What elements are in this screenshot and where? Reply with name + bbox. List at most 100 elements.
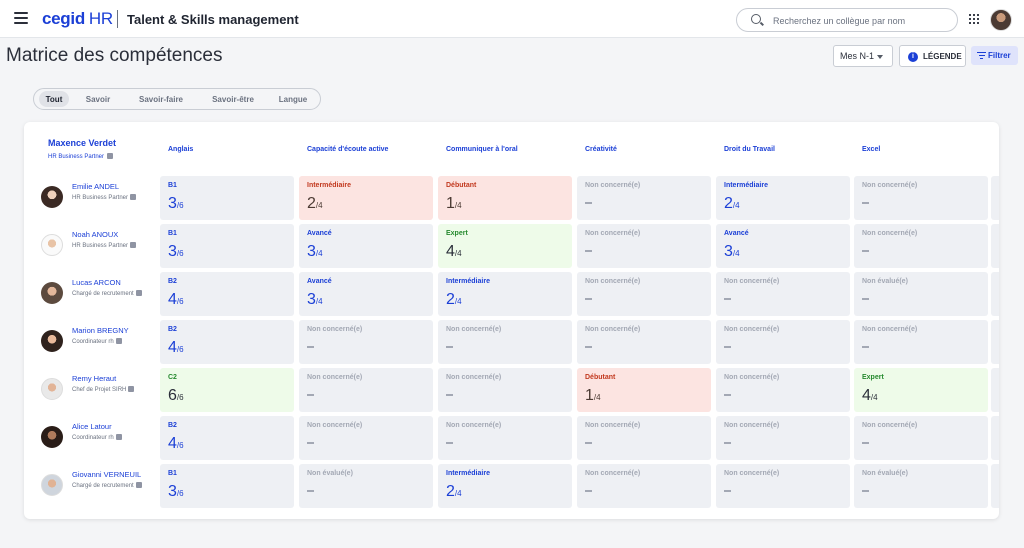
skill-cell-anglais[interactable]: B2 4/6 <box>160 272 294 316</box>
skill-cell-capacite-d-ecoute-active[interactable]: Non concerné(e) <box>299 320 433 364</box>
skill-cell-droit-du-travail[interactable]: Intermédiaire 2/4 <box>716 176 850 220</box>
skill-cell-droit-du-travail[interactable]: Avancé 3/4 <box>716 224 850 268</box>
skill-cell-excel[interactable]: Non concerné(e) <box>854 320 988 364</box>
skill-cell-anglais[interactable]: C2 6/6 <box>160 368 294 412</box>
employee-role: Coordinateur rh <box>72 338 152 347</box>
skill-level-label: Non concerné(e) <box>724 278 780 285</box>
employee-name[interactable]: Remy Heraut <box>72 374 117 383</box>
skill-score: 4/6 <box>168 435 184 452</box>
skill-cell-communiquer-a-l-oral[interactable]: Débutant 1/4 <box>438 176 572 220</box>
skill-level-label: B2 <box>168 278 177 285</box>
skill-cell-droit-du-travail[interactable]: Non concerné(e) <box>716 368 850 412</box>
skill-cell-communiquer-a-l-oral[interactable]: Expert 4/4 <box>438 224 572 268</box>
skill-level-label: Avancé <box>724 230 749 237</box>
skill-level-label: Débutant <box>585 374 616 381</box>
skill-cell-capacite-d-ecoute-active[interactable]: Avancé 3/4 <box>299 224 433 268</box>
empty-score-dash <box>585 298 592 300</box>
skill-cell-communiquer-a-l-oral[interactable]: Non concerné(e) <box>438 368 572 412</box>
employee-avatar[interactable] <box>41 186 63 208</box>
skill-type-tabs: Tout Savoir Savoir-faire Savoir-être Lan… <box>33 88 321 110</box>
skill-level-label: Non concerné(e) <box>585 470 641 477</box>
skill-cell-anglais[interactable]: B2 4/6 <box>160 416 294 460</box>
skill-cell-excel[interactable]: Non concerné(e) <box>854 224 988 268</box>
skill-score: 4/4 <box>446 243 462 260</box>
employee-name[interactable]: Lucas ARCON <box>72 278 121 287</box>
skill-score: 1/4 <box>446 195 462 212</box>
brand-logo[interactable]: cegid HR <box>42 9 113 28</box>
skill-cell-anglais[interactable]: B1 3/6 <box>160 224 294 268</box>
skill-cell-capacite-d-ecoute-active[interactable]: Non concerné(e) <box>299 416 433 460</box>
skill-level-label: Non concerné(e) <box>585 422 641 429</box>
next-column-edge <box>991 176 999 220</box>
skill-cell-capacite-d-ecoute-active[interactable]: Avancé 3/4 <box>299 272 433 316</box>
legend-button[interactable]: i LÉGENDE <box>899 45 966 67</box>
skill-score: 2/4 <box>446 483 462 500</box>
employee-row: Noah ANOUX HR Business Partner B1 3/6 Avancé… <box>24 224 999 268</box>
scope-select[interactable]: Mes N-1 <box>833 45 893 67</box>
skill-level-label: Non concerné(e) <box>585 230 641 237</box>
filter-icon <box>977 52 986 59</box>
skill-level-label: Intermédiaire <box>446 470 490 477</box>
employee-avatar[interactable] <box>41 234 63 256</box>
skill-cell-communiquer-a-l-oral[interactable]: Non concerné(e) <box>438 416 572 460</box>
tab-langue[interactable]: Langue <box>278 95 308 104</box>
skill-cell-excel[interactable]: Expert 4/4 <box>854 368 988 412</box>
empty-score-dash <box>585 202 592 204</box>
skill-cell-excel[interactable]: Non concerné(e) <box>854 176 988 220</box>
skill-cell-creativite[interactable]: Non concerné(e) <box>577 464 711 508</box>
skill-cell-communiquer-a-l-oral[interactable]: Intermédiaire 2/4 <box>438 272 572 316</box>
colleague-search[interactable] <box>736 8 958 32</box>
employee-name[interactable]: Noah ANOUX <box>72 230 119 239</box>
building-icon <box>130 194 137 200</box>
hamburger-menu-icon[interactable] <box>14 12 28 25</box>
skill-cell-droit-du-travail[interactable]: Non concerné(e) <box>716 272 850 316</box>
employee-name[interactable]: Giovanni VERNEUIL <box>72 470 142 479</box>
skill-cell-creativite[interactable]: Non concerné(e) <box>577 272 711 316</box>
user-avatar[interactable] <box>990 9 1012 31</box>
skill-cell-excel[interactable]: Non concerné(e) <box>854 416 988 460</box>
skill-cell-droit-du-travail[interactable]: Non concerné(e) <box>716 416 850 460</box>
employee-role: Chargé de recrutement <box>72 482 152 491</box>
tab-tout[interactable]: Tout <box>39 91 69 107</box>
employee-name[interactable]: Alice Latour <box>72 422 112 431</box>
employee-row: Lucas ARCON Chargé de recrutement B2 4/6 Ava… <box>24 272 999 316</box>
skill-cell-capacite-d-ecoute-active[interactable]: Non concerné(e) <box>299 368 433 412</box>
skill-cell-capacite-d-ecoute-active[interactable]: Intermédiaire 2/4 <box>299 176 433 220</box>
manager-name[interactable]: Maxence Verdet <box>48 138 117 148</box>
employee-avatar[interactable] <box>41 282 63 304</box>
empty-score-dash <box>585 250 592 252</box>
skill-cell-capacite-d-ecoute-active[interactable]: Non évalué(e) <box>299 464 433 508</box>
skill-cell-anglais[interactable]: B2 4/6 <box>160 320 294 364</box>
employee-name[interactable]: Emilie ANDEL <box>72 182 120 191</box>
skill-cell-excel[interactable]: Non évalué(e) <box>854 272 988 316</box>
skill-cell-creativite[interactable]: Non concerné(e) <box>577 224 711 268</box>
skill-cell-anglais[interactable]: B1 3/6 <box>160 176 294 220</box>
skill-cell-creativite[interactable]: Non concerné(e) <box>577 320 711 364</box>
employee-name[interactable]: Marion BREGNY <box>72 326 129 335</box>
column-header-anglais: Anglais <box>168 146 194 153</box>
skill-cell-creativite[interactable]: Non concerné(e) <box>577 176 711 220</box>
skill-cell-droit-du-travail[interactable]: Non concerné(e) <box>716 464 850 508</box>
employee-avatar[interactable] <box>41 426 63 448</box>
tab-savoir-etre[interactable]: Savoir-être <box>212 95 254 104</box>
tab-savoir-faire[interactable]: Savoir-faire <box>138 95 184 104</box>
employee-avatar[interactable] <box>41 378 63 400</box>
skill-level-label: Non concerné(e) <box>307 326 363 333</box>
chevron-down-icon <box>877 55 883 59</box>
skill-cell-creativite[interactable]: Non concerné(e) <box>577 416 711 460</box>
employee-role: Chargé de recrutement <box>72 290 152 299</box>
search-input[interactable] <box>773 13 953 28</box>
skill-cell-creativite[interactable]: Débutant 1/4 <box>577 368 711 412</box>
skill-cell-droit-du-travail[interactable]: Non concerné(e) <box>716 320 850 364</box>
employee-avatar[interactable] <box>41 474 63 496</box>
skill-cell-anglais[interactable]: B1 3/6 <box>160 464 294 508</box>
filter-button[interactable]: Filtrer <box>971 46 1018 65</box>
skill-level-label: Non concerné(e) <box>585 326 641 333</box>
skill-cell-excel[interactable]: Non évalué(e) <box>854 464 988 508</box>
skills-matrix: Maxence Verdet HR Business Partner Angla… <box>24 122 999 519</box>
skill-cell-communiquer-a-l-oral[interactable]: Intermédiaire 2/4 <box>438 464 572 508</box>
apps-grid-icon[interactable] <box>969 14 979 24</box>
skill-cell-communiquer-a-l-oral[interactable]: Non concerné(e) <box>438 320 572 364</box>
tab-savoir[interactable]: Savoir <box>85 95 111 104</box>
employee-avatar[interactable] <box>41 330 63 352</box>
